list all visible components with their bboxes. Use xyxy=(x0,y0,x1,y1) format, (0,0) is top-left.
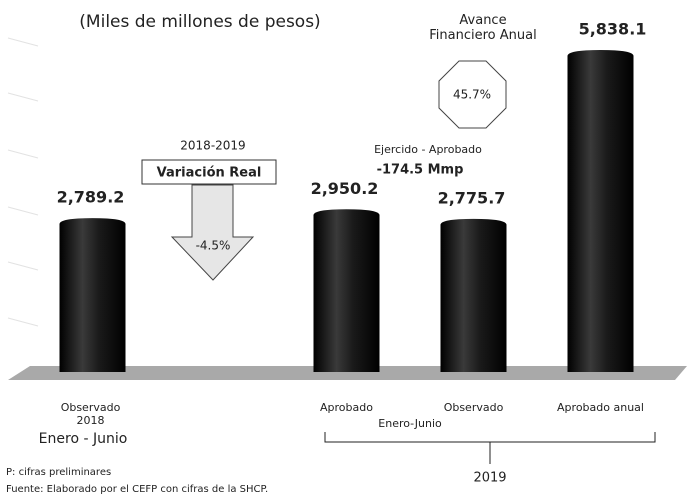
first-period: Enero - Junio xyxy=(39,431,128,447)
bar xyxy=(440,218,507,372)
source: Fuente: Elaborado por el CEFP con cifras… xyxy=(6,484,268,495)
variation-value: -4.5% xyxy=(196,239,231,253)
bar xyxy=(59,218,126,372)
background-lines xyxy=(7,37,39,327)
bracket xyxy=(324,432,656,464)
group-period: Enero-Junio xyxy=(378,417,442,430)
period-label: 2018-2019 xyxy=(180,139,245,153)
avance-title: Avance Financiero Anual xyxy=(418,13,548,44)
note: P: cifras preliminares xyxy=(6,467,111,478)
x-tick-label: Aprobado xyxy=(320,401,373,414)
group-year: 2019 xyxy=(473,471,506,486)
floor xyxy=(8,366,687,380)
octagon xyxy=(438,60,507,129)
x-tick-label: Observado xyxy=(443,401,504,414)
value-label: 2,950.2 xyxy=(311,179,379,198)
avance-line: Financiero Anual xyxy=(429,27,537,43)
bar xyxy=(567,50,634,372)
value-label: 2,775.7 xyxy=(438,188,506,207)
variation-box xyxy=(141,159,277,185)
arrow xyxy=(170,184,255,281)
x-tick-label: Observado 2018 xyxy=(60,401,121,427)
avance-value: 45.7% xyxy=(453,88,491,102)
value-label: 2,789.2 xyxy=(57,188,125,207)
bar xyxy=(313,209,380,372)
difference-title: Ejercido - Aprobado xyxy=(374,143,482,156)
chart-title: (Miles de millones de pesos) xyxy=(79,12,320,32)
x-tick-label: Aprobado anual xyxy=(557,401,644,414)
variation-title: Variación Real xyxy=(157,166,262,181)
difference-value: -174.5 Mmp xyxy=(377,163,464,178)
value-label: 5,838.1 xyxy=(579,20,647,39)
avance-line: Avance xyxy=(459,13,507,28)
